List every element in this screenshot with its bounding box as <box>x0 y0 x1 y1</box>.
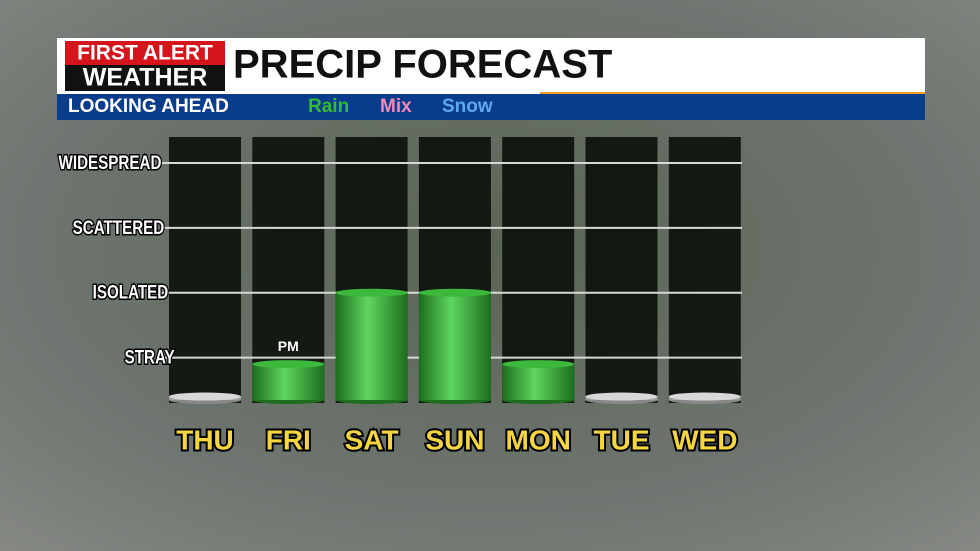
x-tick-label: THU <box>176 424 234 455</box>
y-tick-label: ISOLATED <box>93 281 169 303</box>
chart-subtitle: LOOKING AHEAD <box>68 96 229 117</box>
logo-line1: FIRST ALERT <box>77 42 213 65</box>
column-panel <box>585 137 658 403</box>
bar <box>252 364 325 400</box>
bar-top <box>585 392 658 401</box>
x-tick-label: WED <box>672 424 737 455</box>
legend-entry: Rain <box>308 96 349 117</box>
bar-top <box>169 392 241 401</box>
y-tick-label: WIDESPREAD <box>59 151 162 173</box>
chart-title: PRECIP FORECAST <box>233 43 612 87</box>
bar-top <box>335 288 408 297</box>
legend-entry: Snow <box>442 96 493 117</box>
subheader-bar <box>57 94 925 120</box>
logo-top <box>65 41 225 65</box>
x-tick-label: SAT <box>345 424 399 455</box>
annotation: PM <box>278 338 299 354</box>
legend-entry: Mix <box>380 96 412 117</box>
y-tick-label: STRAY <box>125 346 176 368</box>
x-tick-label: TUE <box>594 424 650 455</box>
x-tick-label: SUN <box>425 424 484 455</box>
x-tick-label: FRI <box>266 424 311 455</box>
column-panel <box>502 137 575 403</box>
column-panel <box>169 137 241 403</box>
bar <box>335 292 408 400</box>
bar-top <box>418 288 491 297</box>
logo-bottom <box>65 65 225 91</box>
header-accent <box>540 92 925 95</box>
bar <box>502 364 575 400</box>
y-tick-label: SCATTERED <box>73 216 165 238</box>
bar-top <box>668 392 741 401</box>
bar-top <box>502 360 575 369</box>
bar <box>418 292 491 400</box>
logo-line2: WEATHER <box>83 64 208 92</box>
column-panel <box>252 137 325 403</box>
column-panel <box>668 137 741 403</box>
bar-top <box>252 360 325 369</box>
x-tick-label: MON <box>506 424 571 455</box>
